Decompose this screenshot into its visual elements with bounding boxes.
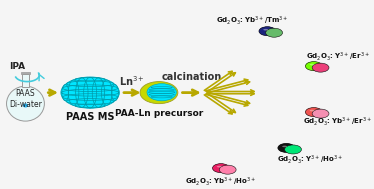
Ellipse shape (312, 109, 329, 118)
Text: PAAS
Di-water: PAAS Di-water (9, 89, 42, 109)
Text: Gd$_2$O$_3$: Y$^{3+}$/Er$^{3+}$: Gd$_2$O$_3$: Y$^{3+}$/Er$^{3+}$ (306, 50, 370, 63)
Ellipse shape (310, 110, 315, 111)
Text: Gd$_2$O$_3$: Y$^{3+}$/Ho$^{3+}$: Gd$_2$O$_3$: Y$^{3+}$/Ho$^{3+}$ (277, 153, 343, 166)
Ellipse shape (312, 63, 329, 72)
Ellipse shape (266, 28, 282, 37)
Text: Ln$^{3+}$: Ln$^{3+}$ (119, 74, 145, 88)
Text: calcination: calcination (162, 72, 222, 82)
Ellipse shape (217, 166, 222, 167)
Ellipse shape (278, 143, 295, 152)
Ellipse shape (6, 86, 45, 121)
Ellipse shape (259, 27, 276, 36)
Text: Gd$_2$O$_3$: Yb$^{3+}$/Er$^{3+}$: Gd$_2$O$_3$: Yb$^{3+}$/Er$^{3+}$ (303, 116, 372, 128)
FancyBboxPatch shape (21, 72, 30, 74)
Ellipse shape (61, 77, 119, 108)
Ellipse shape (140, 82, 178, 104)
Ellipse shape (310, 64, 315, 65)
FancyBboxPatch shape (22, 74, 28, 87)
Ellipse shape (285, 145, 301, 154)
Ellipse shape (219, 165, 236, 174)
Ellipse shape (278, 143, 295, 152)
Ellipse shape (306, 108, 322, 117)
Ellipse shape (23, 103, 28, 108)
Text: PAAS MS: PAAS MS (66, 112, 114, 122)
Ellipse shape (306, 62, 322, 71)
Ellipse shape (263, 29, 268, 30)
Ellipse shape (147, 84, 177, 101)
Text: Gd$_2$O$_3$: Yb$^{3+}$/Tm$^{3+}$: Gd$_2$O$_3$: Yb$^{3+}$/Tm$^{3+}$ (215, 15, 288, 27)
Ellipse shape (306, 108, 322, 117)
Ellipse shape (306, 62, 322, 71)
Text: Gd$_2$O$_3$: Yb$^{3+}$/Ho$^{3+}$: Gd$_2$O$_3$: Yb$^{3+}$/Ho$^{3+}$ (185, 175, 257, 188)
Ellipse shape (212, 164, 229, 173)
Text: IPA: IPA (9, 63, 25, 71)
Ellipse shape (259, 27, 276, 36)
Ellipse shape (282, 146, 287, 147)
Ellipse shape (212, 164, 229, 173)
Text: PAA-Ln precursor: PAA-Ln precursor (115, 109, 203, 118)
